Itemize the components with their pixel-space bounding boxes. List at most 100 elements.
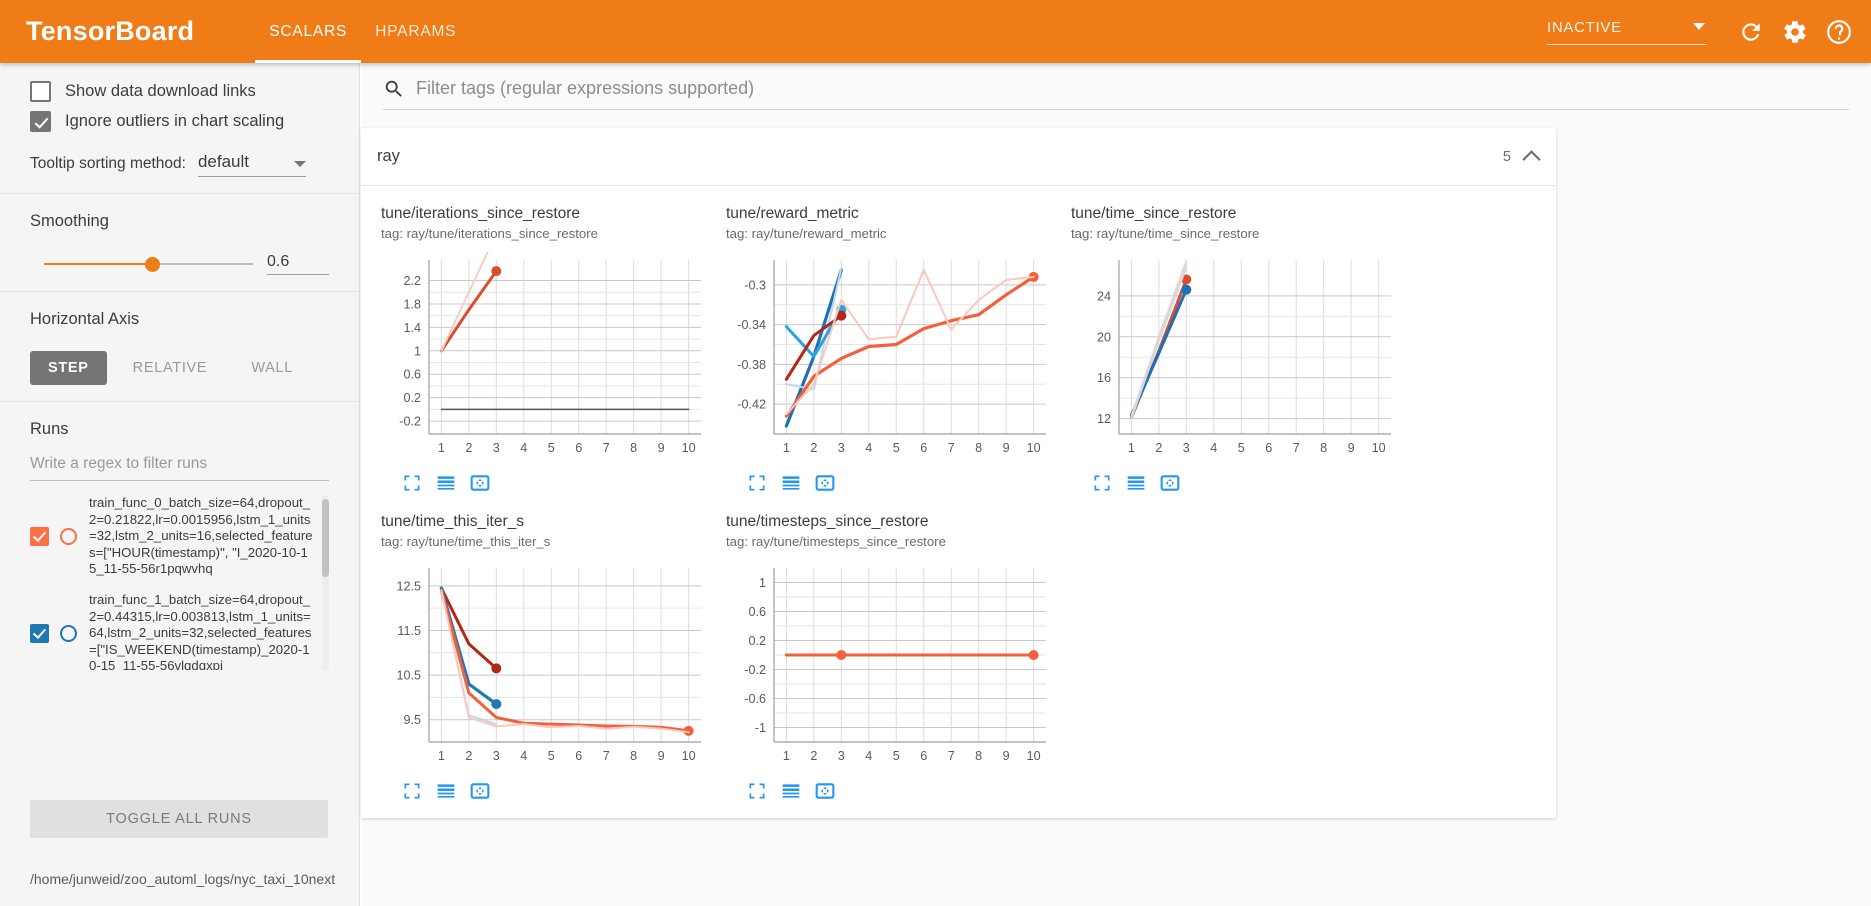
svg-text:1: 1: [783, 441, 790, 455]
svg-text:9: 9: [658, 749, 665, 763]
run-checkbox-0[interactable]: [30, 526, 49, 546]
app-brand: TensorBoard: [26, 16, 195, 46]
runs-filter-input[interactable]: [30, 449, 329, 481]
help-button[interactable]: [1817, 10, 1861, 54]
svg-text:6: 6: [920, 749, 927, 763]
settings-button[interactable]: [1773, 10, 1817, 54]
show-download-links-checkbox[interactable]: [30, 81, 51, 102]
chart-tag: tag: ray/tune/time_this_iter_s: [381, 534, 551, 549]
smoothing-value[interactable]: 0.6: [267, 253, 329, 275]
svg-text:8: 8: [630, 749, 637, 763]
run-checkbox-1[interactable]: [30, 623, 49, 643]
svg-text:8: 8: [1320, 441, 1327, 455]
slider-knob[interactable]: [145, 257, 161, 272]
expand-chart-button[interactable]: [740, 468, 774, 498]
tooltip-sorting-select[interactable]: default: [197, 152, 306, 177]
list-item[interactable]: train_func_1_batch_size=64,dropout_2=0.4…: [30, 592, 315, 670]
toggle-series-button[interactable]: [429, 468, 463, 498]
charts-grid: tune/iterations_since_restore tag: ray/tu…: [361, 186, 1556, 818]
svg-text:10: 10: [1027, 749, 1041, 763]
chart-plot[interactable]: 12 16 20 24 1 2 3 4 5 6 7 8 9 10: [1071, 252, 1399, 464]
chart-plot[interactable]: 9.5 10.5 11.5 12.5 1 2 3 4 5 6 7 8 9 10: [381, 560, 709, 772]
axis-option-wall[interactable]: WALL: [251, 360, 294, 376]
axis-option-step[interactable]: STEP: [30, 351, 107, 385]
svg-text:16: 16: [1097, 371, 1111, 385]
show-download-links-row[interactable]: Show data download links: [30, 81, 329, 102]
chart-title: tune/iterations_since_restore: [381, 205, 581, 222]
fit-domain-button[interactable]: [463, 776, 497, 806]
toggle-series-button[interactable]: [429, 776, 463, 806]
svg-text:2: 2: [1155, 441, 1162, 455]
svg-text:-0.42: -0.42: [737, 398, 766, 412]
svg-text:10.5: 10.5: [396, 669, 421, 683]
ignore-outliers-row[interactable]: Ignore outliers in chart scaling: [30, 111, 329, 132]
chevron-down-icon: [1693, 22, 1705, 30]
fit-domain-button[interactable]: [1153, 468, 1187, 498]
toggle-all-runs-button[interactable]: TOGGLE ALL RUNS: [30, 800, 328, 838]
run-color-swatch-0: [60, 527, 77, 545]
svg-text:6: 6: [1265, 441, 1272, 455]
chart-tag: tag: ray/tune/iterations_since_restore: [381, 226, 598, 241]
smoothing-slider[interactable]: [30, 254, 253, 274]
ignore-outliers-checkbox[interactable]: [30, 111, 51, 132]
svg-text:6: 6: [575, 441, 582, 455]
chart-plot[interactable]: -0.2 0.2 0.6 1 1.4 1.8 2.2 1 2 3 4 5 6 7 8 9 10: [381, 252, 709, 464]
scrollbar-thumb[interactable]: [322, 499, 329, 577]
chart-plot[interactable]: -1 -0.6 -0.2 0.2 0.6 1 1 2 3 4 5 6 7 8 9 10: [726, 560, 1054, 772]
chart-tag: tag: ray/tune/timesteps_since_restore: [726, 534, 946, 549]
svg-text:4: 4: [520, 441, 527, 455]
chart-actions: [1071, 468, 1400, 498]
tooltip-sorting-row: Tooltip sorting method: default: [30, 152, 329, 177]
reload-icon: [1742, 22, 1760, 41]
tag-filter-input[interactable]: [414, 77, 1849, 100]
toggle-series-icon: [437, 784, 455, 798]
toggle-series-button[interactable]: [1119, 468, 1153, 498]
main-nav: SCALARS HPARAMS: [255, 0, 470, 63]
svg-text:3: 3: [838, 441, 845, 455]
svg-text:8: 8: [975, 441, 982, 455]
reload-button[interactable]: [1729, 10, 1773, 54]
chart-plot[interactable]: -0.42 -0.38 -0.34 -0.3 1 2 3 4 5 6 7 8 9 10: [726, 252, 1054, 464]
fit-domain-icon: [1160, 475, 1180, 491]
chart-tag: tag: ray/tune/reward_metric: [726, 226, 887, 241]
svg-text:10: 10: [1027, 441, 1041, 455]
chart-actions: [381, 776, 710, 806]
list-item[interactable]: train_func_0_batch_size=64,dropout_2=0.2…: [30, 495, 315, 578]
svg-text:3: 3: [838, 749, 845, 763]
svg-text:9.5: 9.5: [403, 713, 421, 727]
fit-domain-button[interactable]: [808, 468, 842, 498]
svg-text:1: 1: [759, 576, 766, 590]
svg-text:5: 5: [893, 749, 900, 763]
toggle-series-button[interactable]: [774, 468, 808, 498]
fit-domain-button[interactable]: [463, 468, 497, 498]
expand-chart-button[interactable]: [395, 468, 429, 498]
svg-text:7: 7: [603, 441, 610, 455]
top-app-bar: TensorBoard SCALARS HPARAMS INACTIVE: [0, 0, 1871, 63]
fit-domain-button[interactable]: [808, 776, 842, 806]
chart-title: tune/time_this_iter_s: [381, 513, 525, 530]
expand-chart-button[interactable]: [740, 776, 774, 806]
axis-option-relative[interactable]: RELATIVE: [132, 360, 208, 376]
toggle-series-button[interactable]: [774, 776, 808, 806]
expand-chart-button[interactable]: [1085, 468, 1119, 498]
tag-group-count: 5: [1502, 148, 1511, 165]
tab-hparams[interactable]: HPARAMS: [375, 22, 457, 40]
fit-domain-icon: [470, 475, 490, 491]
svg-text:2.2: 2.2: [403, 274, 421, 288]
tag-group-header[interactable]: ray 5: [361, 128, 1556, 186]
fit-domain-icon: [815, 475, 835, 491]
svg-text:2: 2: [810, 749, 817, 763]
expand-chart-button[interactable]: [395, 776, 429, 806]
chart-cell-1: tune/reward_metric tag: ray/tune/reward_m…: [710, 196, 1055, 504]
chart-cell-0: tune/iterations_since_restore tag: ray/tu…: [365, 196, 710, 504]
svg-text:1: 1: [414, 344, 421, 358]
chevron-up-icon[interactable]: [1522, 149, 1541, 169]
runs-list-scrollbar[interactable]: [322, 495, 329, 670]
svg-text:1: 1: [783, 749, 790, 763]
chart-actions: [726, 468, 1055, 498]
tab-scalars[interactable]: SCALARS: [255, 0, 362, 63]
run-status-select[interactable]: INACTIVE: [1547, 19, 1707, 45]
tooltip-sorting-label: Tooltip sorting method:: [30, 155, 186, 172]
svg-text:1.4: 1.4: [403, 321, 421, 335]
toggle-series-icon: [782, 784, 800, 798]
